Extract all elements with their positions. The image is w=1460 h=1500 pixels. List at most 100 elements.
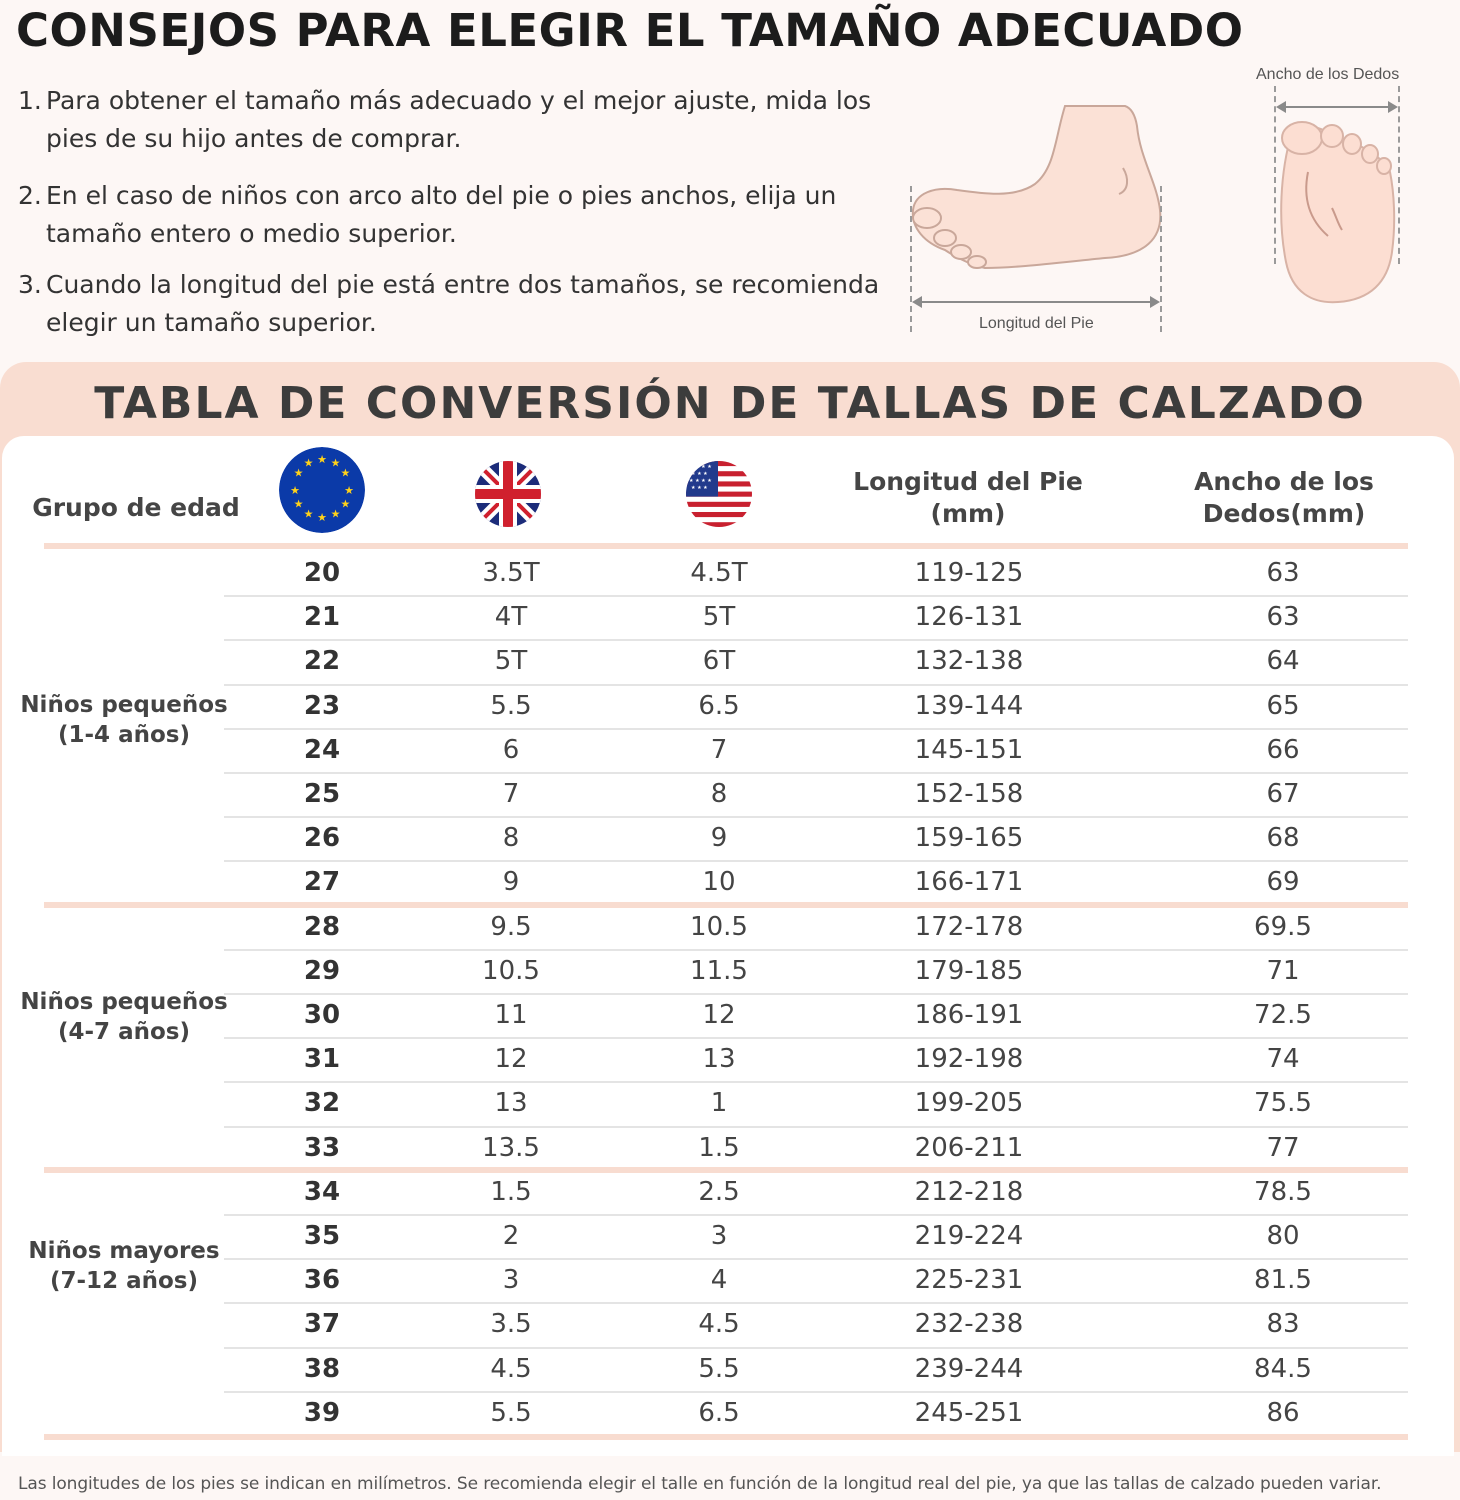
header-length: Longitud del Pie (mm): [848, 466, 1088, 530]
table-cell-eu: 21: [303, 602, 341, 633]
age-group-label: Niños pequeños (1-4 años): [14, 690, 234, 750]
table-cell-eu: 39: [303, 1397, 341, 1428]
svg-text:★: ★: [331, 457, 341, 470]
row-divider: [224, 639, 1408, 642]
table-cell-us: 9: [710, 823, 728, 854]
table-cell-uk: 5.5: [490, 690, 532, 721]
table-cell-width: 64: [1266, 646, 1300, 677]
width-arrow: [1276, 101, 1398, 113]
svg-text:★ ★ ★: ★ ★ ★: [691, 471, 708, 477]
table-cell-uk: 11: [494, 1000, 528, 1030]
table-cell-uk: 10.5: [482, 955, 540, 986]
table-cell-us: 10: [702, 867, 736, 898]
table-cell-us: 1.5: [698, 1132, 740, 1163]
svg-text:★: ★: [331, 507, 341, 520]
table-cell-us: 11.5: [690, 955, 748, 986]
table-cell-us: 6.5: [698, 1397, 740, 1428]
tip-text: Cuando la longitud del pie está entre do…: [46, 270, 880, 337]
table-cell-uk: 3.5T: [482, 558, 540, 588]
table-cell-eu: 36: [303, 1265, 341, 1296]
svg-text:★: ★: [304, 507, 314, 520]
tip-item: 1. Para obtener el tamaño más adecuado y…: [18, 82, 898, 158]
table-cell-width: 75.5: [1254, 1088, 1312, 1119]
table-cell-length: 172-178: [914, 911, 1024, 942]
table-cell-width: 86: [1266, 1397, 1300, 1428]
age-group-line1: Niños pequeños: [20, 989, 228, 1015]
table-cell-width: 84.5: [1254, 1353, 1312, 1384]
table-cell-width: 66: [1266, 734, 1300, 765]
table-cell-width: 77: [1266, 1132, 1300, 1163]
table-cell-length: 192-198: [914, 1044, 1024, 1075]
age-group-line2: (4-7 años): [58, 1019, 190, 1045]
table-cell-length: 199-205: [914, 1088, 1024, 1119]
table-cell-width: 67: [1266, 779, 1300, 809]
table-cell-uk: 4T: [494, 602, 528, 633]
table-cell-us: 1: [710, 1088, 728, 1119]
header-length-line2: (mm): [930, 499, 1006, 528]
length-dash-left: [910, 186, 912, 332]
table-cell-us: 5.5: [698, 1353, 740, 1384]
table-cell-us: 6T: [702, 646, 736, 677]
tip-number: 3.: [18, 270, 42, 299]
table-cell-length: 152-158: [914, 779, 1024, 809]
tip-number: 1.: [18, 86, 42, 115]
table-body: [2, 436, 1454, 1456]
table-cell-length: 206-211: [914, 1132, 1024, 1163]
row-divider: [224, 816, 1408, 819]
us-flag-icon: ★ ★ ★ ★ ★ ★ ★ ★ ★ ★ ★ ★ ★ ★: [686, 461, 752, 527]
row-divider: [224, 1390, 1408, 1393]
tips-list: 1. Para obtener el tamaño más adecuado y…: [18, 82, 898, 361]
row-divider: [224, 1258, 1408, 1261]
table-bottom-divider: [44, 1434, 1408, 1440]
svg-text:★ ★ ★ ★: ★ ★ ★ ★: [689, 478, 712, 484]
svg-text:★: ★: [290, 484, 300, 497]
row-divider: [224, 860, 1408, 863]
table-cell-eu: 38: [303, 1353, 341, 1384]
svg-text:★ ★ ★ ★: ★ ★ ★ ★: [689, 464, 712, 470]
table-cell-us: 3: [710, 1221, 728, 1251]
header-divider: [44, 543, 1408, 549]
table-cell-us: 4: [710, 1265, 728, 1296]
tip-item: 2. En el caso de niños con arco alto del…: [18, 177, 898, 253]
table-cell-eu: 33: [303, 1132, 341, 1163]
width-dash-right: [1398, 86, 1400, 264]
eu-flag-icon: ★ ★ ★ ★ ★ ★ ★ ★ ★ ★ ★ ★: [279, 447, 365, 533]
tip-text: En el caso de niños con arco alto del pi…: [46, 181, 837, 248]
table-cell-eu: 29: [303, 955, 341, 986]
table-cell-length: 245-251: [914, 1397, 1024, 1428]
table-cell-length: 219-224: [914, 1221, 1024, 1251]
svg-text:★: ★: [304, 457, 314, 470]
table-cell-us: 2.5: [698, 1176, 740, 1207]
age-group-line1: Niños mayores: [28, 1238, 220, 1264]
table-cell-eu: 31: [303, 1044, 341, 1075]
table-cell-uk: 2: [502, 1221, 520, 1251]
table-cell-uk: 3: [502, 1265, 520, 1296]
table-cell-width: 68: [1266, 823, 1300, 854]
table-cell-width: 65: [1266, 690, 1300, 721]
table-cell-us: 12: [702, 1000, 736, 1030]
table-cell-us: 4.5: [698, 1309, 740, 1340]
table-cell-uk: 7: [502, 779, 520, 809]
length-label: Longitud del Pie: [979, 315, 1094, 332]
table-cell-uk: 5T: [494, 646, 528, 677]
table-cell-eu: 27: [303, 867, 341, 898]
age-group-line2: (1-4 años): [58, 722, 190, 748]
row-divider: [224, 683, 1408, 686]
table-cell-length: 239-244: [914, 1353, 1024, 1384]
svg-text:★: ★: [317, 453, 327, 466]
table-cell-us: 5T: [702, 602, 736, 633]
table-cell-length: 132-138: [914, 646, 1024, 677]
table-cell-length: 212-218: [914, 1176, 1024, 1207]
row-divider: [224, 727, 1408, 730]
table-cell-eu: 23: [303, 690, 341, 721]
row-divider: [224, 1302, 1408, 1305]
row-divider: [224, 948, 1408, 951]
table-cell-eu: 34: [303, 1176, 341, 1207]
tip-text: Para obtener el tamaño más adecuado y el…: [46, 86, 872, 153]
width-label: Ancho de los Dedos: [1256, 66, 1400, 83]
table-cell-width: 71: [1266, 955, 1300, 986]
table-cell-eu: 35: [303, 1221, 341, 1251]
table-cell-length: 139-144: [914, 690, 1024, 721]
table-cell-eu: 20: [303, 558, 341, 588]
header-width-line1: Ancho de los: [1194, 467, 1374, 496]
